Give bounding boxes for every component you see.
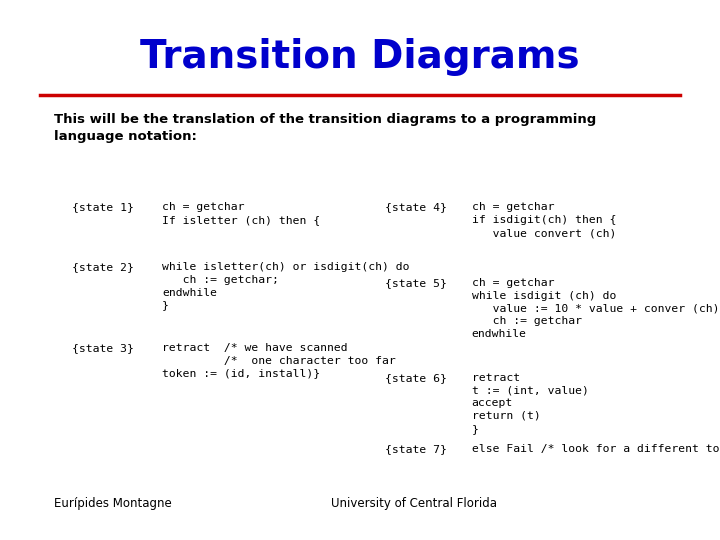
Text: {state 2}: {state 2} xyxy=(72,262,134,272)
Text: {state 3}: {state 3} xyxy=(72,343,134,353)
Text: while isletter(ch) or isdigit(ch) do
   ch := getchar;
endwhile
}: while isletter(ch) or isdigit(ch) do ch … xyxy=(162,262,410,310)
Text: {state 5}: {state 5} xyxy=(385,278,447,288)
Text: University of Central Florida: University of Central Florida xyxy=(331,497,498,510)
Text: retract  /* we have scanned
         /*  one character too far
token := (id, ins: retract /* we have scanned /* one charac… xyxy=(162,343,396,379)
Text: {state 4}: {state 4} xyxy=(385,202,447,213)
Text: ch = getchar
while isdigit (ch) do
   value := 10 * value + conver (ch)
   ch :=: ch = getchar while isdigit (ch) do value… xyxy=(472,278,719,339)
Text: ch = getchar
if isdigit(ch) then {
   value convert (ch): ch = getchar if isdigit(ch) then { value… xyxy=(472,202,616,238)
Text: retract
t := (int, value)
accept
return (t)
}: retract t := (int, value) accept return … xyxy=(472,373,588,434)
Text: else Fail /* look for a different token: else Fail /* look for a different token xyxy=(472,444,720,454)
Text: {state 6}: {state 6} xyxy=(385,373,447,383)
Text: Transition Diagrams: Transition Diagrams xyxy=(140,38,580,76)
Text: ch = getchar
If isletter (ch) then {: ch = getchar If isletter (ch) then { xyxy=(162,202,320,225)
Text: This will be the translation of the transition diagrams to a programming
languag: This will be the translation of the tran… xyxy=(54,113,596,144)
Text: Eurípides Montagne: Eurípides Montagne xyxy=(54,497,172,510)
Text: {state 7}: {state 7} xyxy=(385,444,447,454)
Text: {state 1}: {state 1} xyxy=(72,202,134,213)
